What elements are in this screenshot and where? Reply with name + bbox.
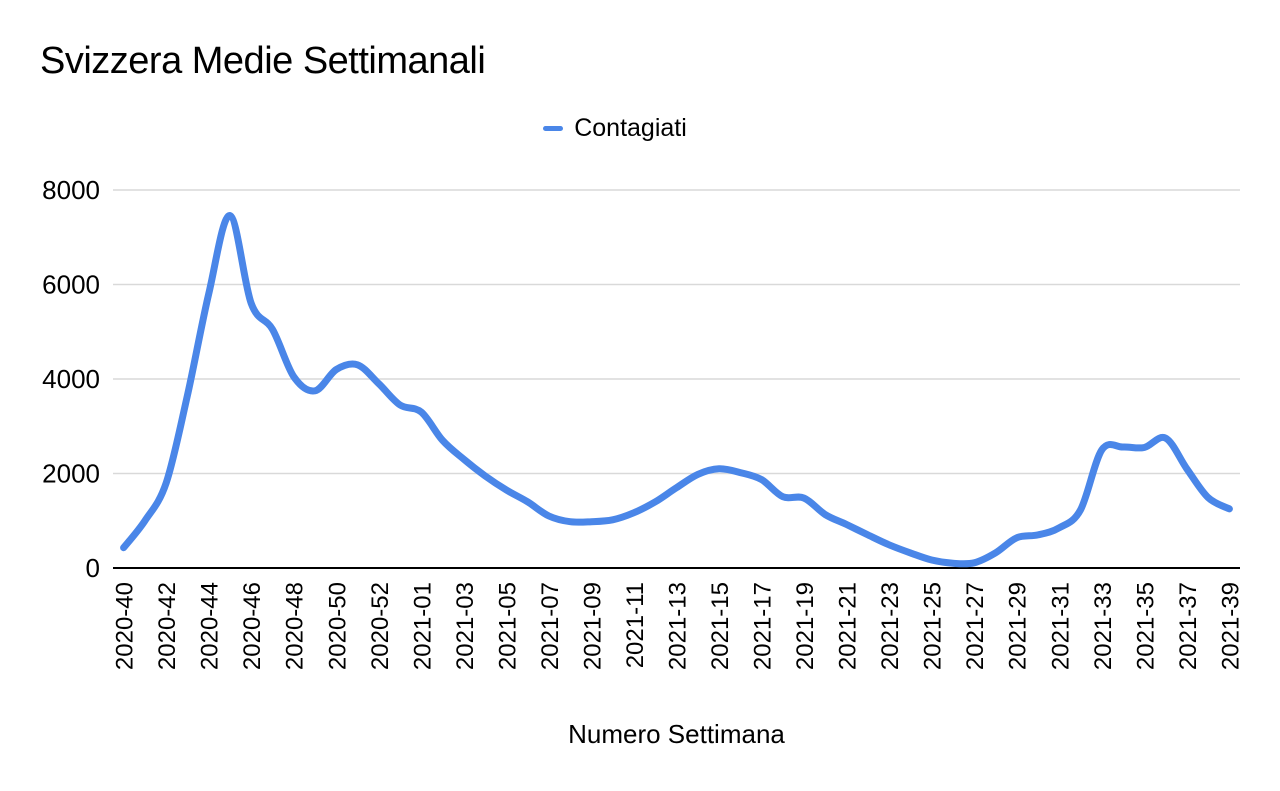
x-tick-label: 2021-15 [707, 582, 734, 670]
x-tick-label: 2021-03 [452, 582, 479, 670]
x-tick-label: 2021-25 [920, 582, 947, 670]
y-tick-label: 0 [86, 553, 100, 583]
y-tick-label: 8000 [42, 175, 100, 205]
y-tick-label: 2000 [42, 459, 100, 489]
x-tick-label: 2021-37 [1175, 582, 1202, 670]
y-tick-label: 6000 [42, 270, 100, 300]
x-tick-label: 2020-42 [154, 582, 181, 670]
x-tick-label: 2020-44 [197, 582, 224, 670]
x-tick-label: 2021-17 [750, 582, 777, 670]
x-tick-label: 2021-07 [537, 582, 564, 670]
x-tick-label: 2021-33 [1090, 582, 1117, 670]
x-tick-label: 2020-48 [282, 582, 309, 670]
x-tick-label: 2021-27 [962, 582, 989, 670]
x-tick-label: 2021-05 [494, 582, 521, 670]
x-tick-label: 2020-50 [324, 582, 351, 670]
x-tick-label: 2020-52 [367, 582, 394, 670]
y-tick-label: 4000 [42, 364, 100, 394]
x-tick-label: 2021-39 [1217, 582, 1244, 670]
x-tick-label: 2020-46 [239, 582, 266, 670]
x-tick-label: 2021-29 [1005, 582, 1032, 670]
x-axis-title: Numero Settimana [568, 719, 785, 749]
x-tick-label: 2021-01 [409, 582, 436, 670]
x-tick-label: 2021-35 [1132, 582, 1159, 670]
x-tick-label: 2021-19 [792, 582, 819, 670]
chart-title: Svizzera Medie Settimanali [40, 40, 486, 82]
x-tick-label: 2021-31 [1047, 582, 1074, 670]
x-tick-label: 2021-21 [835, 582, 862, 670]
x-tick-label: 2021-11 [622, 582, 649, 668]
series-line-contagiati [120, 211, 1233, 568]
x-tick-label: 2021-09 [579, 582, 606, 670]
x-tick-label: 2021-23 [877, 582, 904, 670]
x-tick-label: 2021-13 [665, 582, 692, 670]
x-tick-label: 2020-40 [112, 582, 139, 670]
